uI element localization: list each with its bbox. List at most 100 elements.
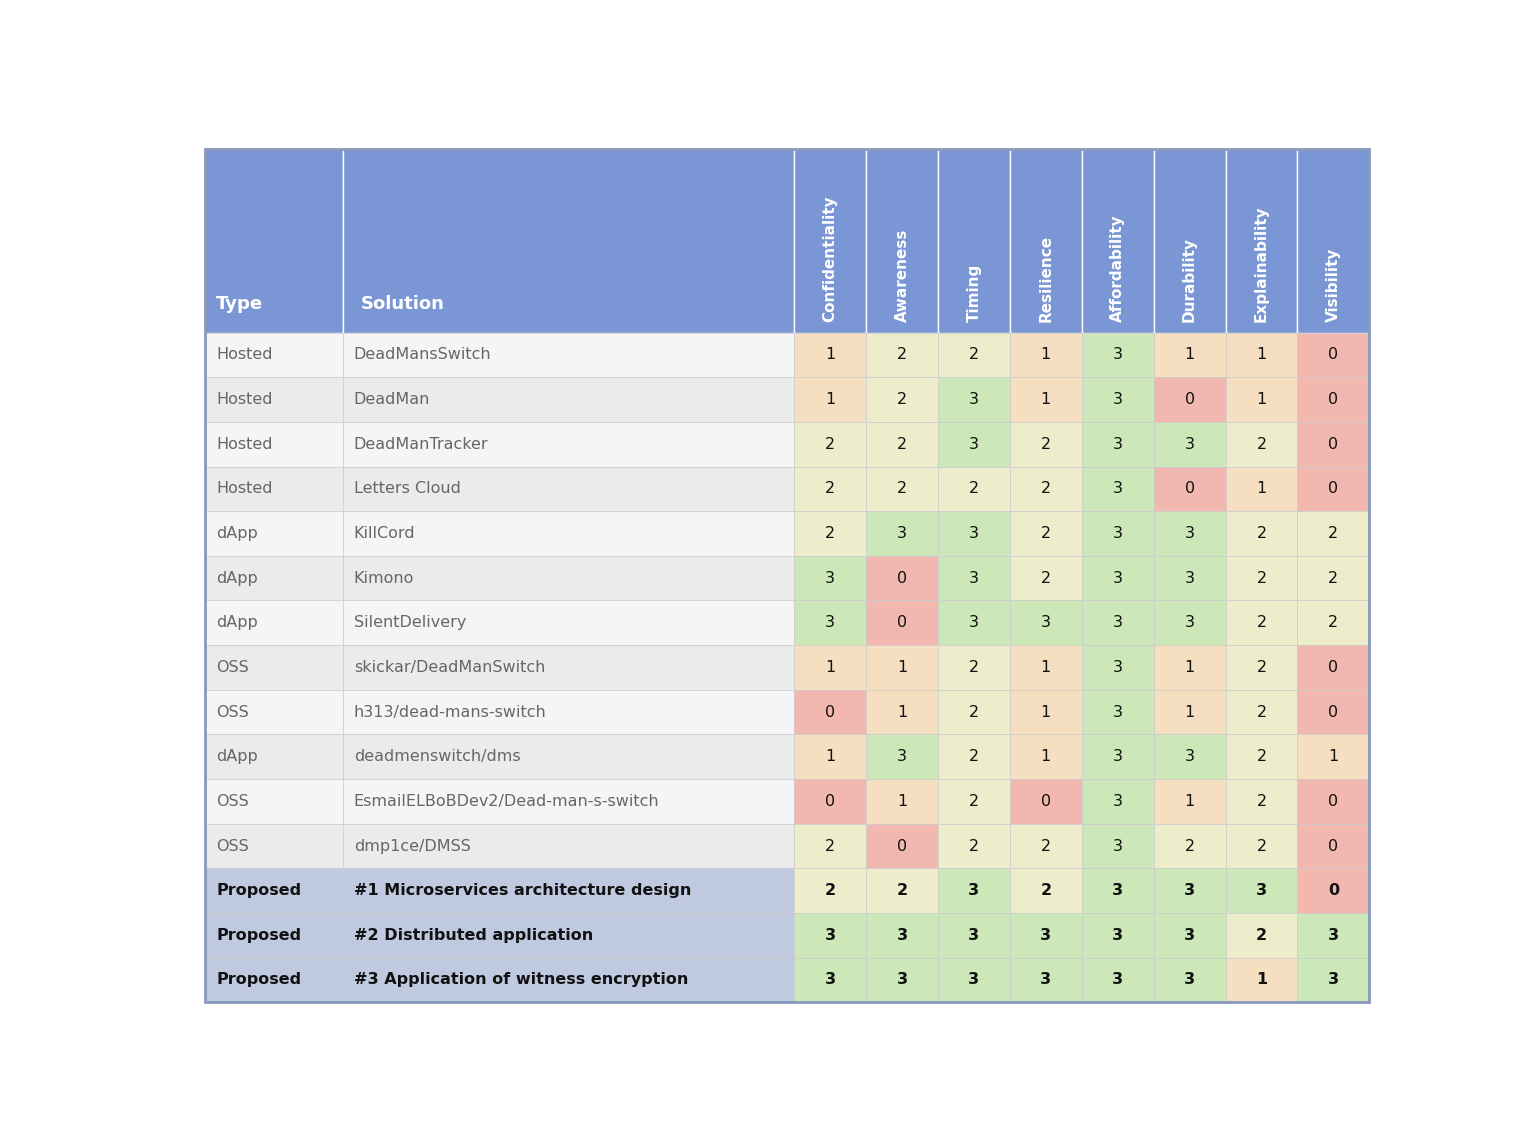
Text: 1: 1: [1184, 347, 1195, 363]
Text: 2: 2: [825, 838, 836, 854]
Bar: [938, 779, 1010, 823]
Text: 0: 0: [1184, 392, 1195, 407]
Text: 2: 2: [1328, 616, 1339, 631]
Bar: [205, 957, 342, 1002]
Bar: [1154, 332, 1225, 378]
Text: Awareness: Awareness: [894, 229, 909, 322]
Text: 1: 1: [1256, 347, 1267, 363]
Bar: [1010, 913, 1082, 957]
Text: 2: 2: [1184, 838, 1195, 854]
Bar: [1297, 645, 1369, 689]
Text: 1: 1: [1041, 704, 1051, 720]
Bar: [795, 645, 866, 689]
Text: 3: 3: [897, 750, 908, 764]
Bar: [205, 779, 342, 823]
Text: 1: 1: [1256, 481, 1267, 497]
Text: 3: 3: [1112, 838, 1123, 854]
Bar: [205, 869, 342, 913]
Text: 0: 0: [825, 704, 836, 720]
Bar: [795, 150, 866, 332]
Bar: [1225, 823, 1297, 869]
Bar: [205, 556, 342, 601]
Bar: [205, 913, 342, 957]
Bar: [1297, 150, 1369, 332]
Bar: [1154, 869, 1225, 913]
Bar: [938, 957, 1010, 1002]
Bar: [1082, 150, 1154, 332]
Text: 1: 1: [1041, 392, 1051, 407]
Bar: [866, 378, 938, 422]
Bar: [1082, 332, 1154, 378]
Bar: [1225, 957, 1297, 1002]
Bar: [1010, 957, 1082, 1002]
Bar: [1154, 689, 1225, 735]
Text: 2: 2: [1256, 750, 1267, 764]
Text: Type: Type: [215, 295, 263, 313]
Text: 3: 3: [897, 973, 908, 988]
Bar: [1082, 779, 1154, 823]
Bar: [1225, 869, 1297, 913]
Bar: [1297, 378, 1369, 422]
Text: 2: 2: [1256, 838, 1267, 854]
Text: 1: 1: [1256, 973, 1267, 988]
Bar: [866, 511, 938, 556]
Bar: [1010, 466, 1082, 511]
Bar: [938, 689, 1010, 735]
Bar: [1010, 511, 1082, 556]
Bar: [795, 466, 866, 511]
Bar: [938, 422, 1010, 466]
Text: 3: 3: [897, 928, 908, 942]
Text: DeadManTracker: DeadManTracker: [354, 437, 489, 451]
Text: 2: 2: [1041, 526, 1051, 541]
Text: 3: 3: [1184, 883, 1195, 898]
Text: 0: 0: [1328, 704, 1339, 720]
Text: 3: 3: [1112, 570, 1123, 585]
Text: 2: 2: [825, 883, 836, 898]
Text: Hosted: Hosted: [215, 437, 272, 451]
Bar: [938, 511, 1010, 556]
Bar: [795, 957, 866, 1002]
Bar: [1225, 689, 1297, 735]
Text: 1: 1: [897, 660, 908, 675]
Text: 2: 2: [1041, 883, 1051, 898]
Text: 2: 2: [897, 347, 908, 363]
Text: 0: 0: [897, 838, 908, 854]
Bar: [1082, 378, 1154, 422]
Bar: [795, 869, 866, 913]
Text: 3: 3: [897, 526, 908, 541]
Bar: [1010, 556, 1082, 601]
Bar: [205, 150, 342, 332]
Bar: [938, 735, 1010, 779]
Bar: [1010, 332, 1082, 378]
Bar: [866, 823, 938, 869]
Text: 3: 3: [1112, 704, 1123, 720]
Text: 3: 3: [1112, 347, 1123, 363]
Text: 3: 3: [1184, 616, 1195, 631]
Text: 3: 3: [1112, 750, 1123, 764]
Bar: [866, 645, 938, 689]
Bar: [1154, 422, 1225, 466]
Bar: [1154, 556, 1225, 601]
Bar: [1225, 556, 1297, 601]
Text: 1: 1: [825, 392, 836, 407]
Text: 2: 2: [969, 750, 979, 764]
Bar: [1154, 511, 1225, 556]
Text: 3: 3: [1328, 928, 1339, 942]
Text: 3: 3: [969, 570, 979, 585]
Bar: [795, 913, 866, 957]
Bar: [866, 735, 938, 779]
Bar: [1154, 957, 1225, 1002]
Bar: [342, 869, 795, 913]
Text: 2: 2: [1256, 660, 1267, 675]
Text: 3: 3: [825, 616, 836, 631]
Text: h313/dead-mans-switch: h313/dead-mans-switch: [354, 704, 547, 720]
Bar: [1297, 779, 1369, 823]
Bar: [1154, 466, 1225, 511]
Bar: [866, 422, 938, 466]
Bar: [1082, 869, 1154, 913]
Bar: [342, 511, 795, 556]
Text: 2: 2: [1041, 570, 1051, 585]
Text: skickar/DeadManSwitch: skickar/DeadManSwitch: [354, 660, 545, 675]
Bar: [1225, 150, 1297, 332]
Text: 3: 3: [1184, 928, 1195, 942]
